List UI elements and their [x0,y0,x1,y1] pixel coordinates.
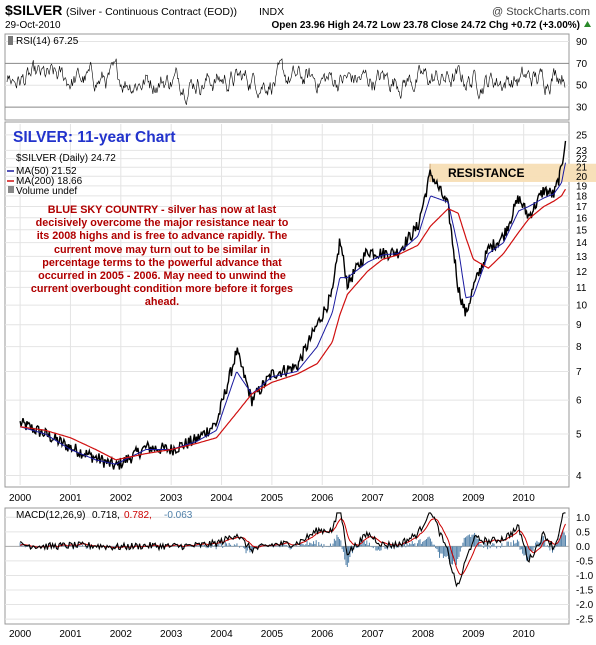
x-tick-label: 2000 [9,629,32,640]
chart-date: 29-Oct-2010 [5,20,61,31]
x-tick-label: 2000 [9,493,32,504]
price-tick-label: 7 [576,367,582,378]
up-triangle-icon [584,21,591,27]
price-tick-label: 10 [576,301,588,312]
rsi-panel [4,33,570,121]
x-tick-label: 2010 [513,629,536,640]
macd-tick-label: -0.5 [576,556,594,567]
x-tick-label: 2001 [59,629,82,640]
macd-hist-value: -0.063 [164,510,193,521]
price-tick-label: 6 [576,396,582,407]
x-tick-label: 2008 [412,629,435,640]
macd-line [19,512,566,588]
macd-tick-label: -1.0 [576,571,594,582]
rsi-tick-label: 50 [576,81,588,92]
price-tick-label: 20 [576,172,588,183]
annotation-text: BLUE SKY COUNTRY - silver has now at las… [30,204,294,309]
macd-tick-label: 0.0 [576,542,590,553]
price-tick-label: 12 [576,267,588,278]
price-tick-label: 11 [576,283,587,294]
resistance-label: RESISTANCE [448,166,524,180]
x-tick-label: 2002 [110,493,133,504]
x-tick-label: 2003 [160,493,183,504]
rsi-tick-label: 70 [576,59,588,70]
macd-tick-label: -2.5 [576,615,594,626]
legend-ma50: MA(50) 21.52 [16,166,77,177]
brand-logo-text: @ StockCharts.com [492,6,590,18]
price-tick-label: 19 [576,181,588,192]
x-tick-label: 2005 [261,493,284,504]
macd-panel [4,507,570,625]
price-tick-label: 9 [576,320,582,331]
price-tick-label: 13 [576,252,588,263]
rsi-tick-label: 30 [576,103,588,114]
macd-tick-label: 0.5 [576,527,590,538]
rsi-tick-label: 90 [576,37,588,48]
quote-summary: Open 23.96 High 24.72 Low 23.78 Close 24… [272,20,580,31]
price-tick-label: 18 [576,191,588,202]
price-tick-label: 21 [576,163,588,174]
ma50-line [19,162,566,465]
rsi-legend-icon [8,36,13,45]
rsi-line [6,58,566,105]
price-panel [4,121,570,488]
resistance-band [430,163,596,182]
x-tick-label: 2006 [311,629,334,640]
x-tick-label: 2009 [462,493,485,504]
macd-tick-label: 1.0 [576,513,590,524]
price-tick-label: 4 [576,471,582,482]
price-series-line [19,140,567,470]
x-tick-label: 2004 [210,493,233,504]
x-tick-label: 2005 [261,629,284,640]
x-tick-label: 2009 [462,629,485,640]
macd-tick-label: -1.5 [576,586,594,597]
x-tick-label: 2007 [361,629,384,640]
price-tick-label: 15 [576,225,588,236]
legend-volume-icon [8,186,14,193]
legend-volume: Volume undef [16,186,77,197]
symbol-description: (Silver - Continuous Contract (EOD)) [66,6,237,18]
legend-price: $SILVER (Daily) 24.72 [16,153,116,164]
price-tick-label: 23 [576,146,588,157]
x-tick-label: 2006 [311,493,334,504]
macd-value: 0.718, [92,510,120,521]
x-tick-label: 2003 [160,629,183,640]
rsi-label: RSI(14) 67.25 [16,36,79,47]
x-tick-label: 2007 [361,493,384,504]
macd-signal-value: 0.782, [124,510,152,521]
price-tick-label: 17 [576,202,588,213]
x-tick-label: 2001 [59,493,82,504]
x-tick-label: 2010 [513,493,536,504]
price-tick-label: 8 [576,342,582,353]
price-tick-label: 22 [576,154,588,165]
x-tick-label: 2004 [210,629,233,640]
chart-title: SILVER: 11-year Chart [13,129,176,146]
exchange-label: INDX [259,6,284,18]
ma200-line [20,188,567,461]
price-tick-label: 5 [576,429,582,440]
symbol-title: $SILVER [5,2,62,18]
macd-tick-label: -2.0 [576,600,594,611]
price-tick-label: 14 [576,238,588,249]
macd-label: MACD(12,26,9) [16,510,85,521]
price-tick-label: 25 [576,130,588,141]
x-tick-label: 2002 [110,629,133,640]
price-tick-label: 16 [576,213,588,224]
legend-ma200: MA(200) 18.66 [16,176,83,187]
x-tick-label: 2008 [412,493,435,504]
